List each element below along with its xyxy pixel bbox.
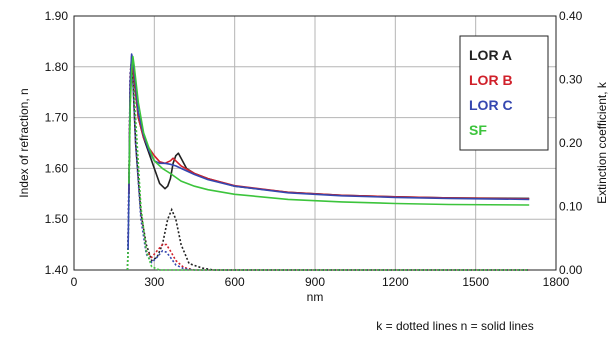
y-left-tick-label: 1.60: [45, 161, 69, 175]
series-k-sf: [126, 66, 530, 271]
x-tick-label: 1500: [462, 275, 489, 289]
series-layer: [126, 53, 530, 271]
y-left-tick-label: 1.80: [45, 60, 69, 74]
footnote: k = dotted lines n = solid lines: [376, 319, 533, 333]
x-tick-label: 600: [225, 275, 245, 289]
y-left-axis-title: Index of refraction, n: [17, 88, 31, 197]
y-right-tick-label: 0.40: [559, 9, 583, 23]
y-left-tick-label: 1.50: [45, 212, 69, 226]
y-left-tick-label: 1.40: [45, 263, 69, 277]
legend-label-lor-c: LOR C: [469, 97, 513, 113]
x-tick-label: 300: [144, 275, 164, 289]
y-left-tick-labels: 1.40 1.50 1.60 1.70 1.80 1.90: [45, 9, 69, 277]
x-tick-label: 0: [71, 275, 78, 289]
legend-label-sf: SF: [469, 122, 487, 138]
y-right-tick-label: 0.00: [559, 263, 583, 277]
x-tick-labels: 0 300 600 900 1200 1500 1800: [71, 275, 570, 289]
x-tick-label: 900: [305, 275, 325, 289]
legend: LOR A LOR B LOR C SF: [459, 35, 549, 151]
y-right-tick-label: 0.30: [559, 73, 583, 87]
y-left-tick-label: 1.70: [45, 111, 69, 125]
legend-label-lor-a: LOR A: [469, 47, 512, 63]
y-left-tick-label: 1.90: [45, 9, 69, 23]
legend-box: [459, 35, 549, 151]
legend-label-lor-b: LOR B: [469, 72, 513, 88]
y-right-tick-label: 0.10: [559, 200, 583, 214]
y-right-axis-title: Extinction coefficient, k: [595, 81, 609, 204]
series-n-sf: [128, 55, 530, 206]
y-right-tick-label: 0.20: [559, 136, 583, 150]
x-tick-label: 1200: [382, 275, 409, 289]
y-right-tick-labels: 0.00 0.10 0.20 0.30 0.40: [559, 9, 583, 277]
x-tick-label: 1800: [543, 275, 570, 289]
x-axis-title: nm: [307, 290, 324, 304]
